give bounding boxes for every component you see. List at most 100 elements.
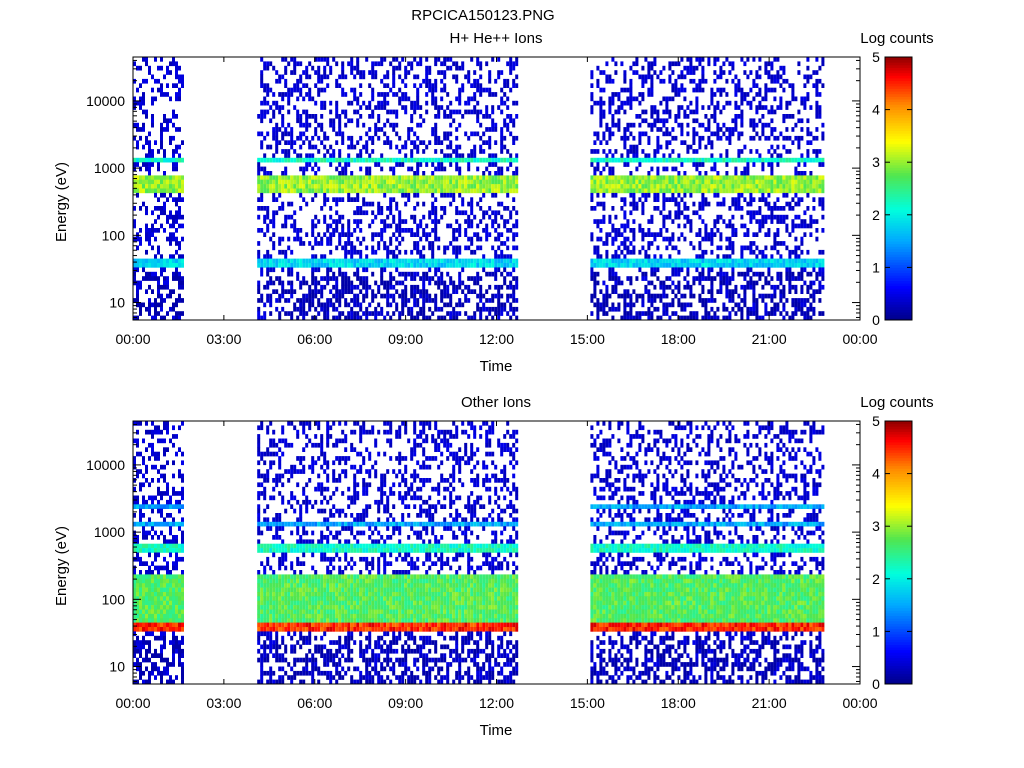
spectrogram-cell	[365, 254, 369, 259]
spectrogram-cell	[725, 179, 729, 185]
spectrogram-cell	[767, 206, 771, 211]
spectrogram-cell	[812, 206, 816, 211]
spectrogram-cell	[650, 263, 654, 268]
spectrogram-cell	[260, 114, 264, 119]
spectrogram-cell	[632, 232, 636, 237]
spectrogram-cell	[437, 140, 441, 145]
spectrogram-cell	[791, 263, 795, 268]
spectrogram-cell	[767, 267, 771, 273]
spectrogram-cell	[797, 197, 801, 202]
spectrogram-cell	[761, 284, 765, 290]
spectrogram-cell	[172, 223, 175, 229]
spectrogram-cell	[617, 105, 621, 110]
spectrogram-cell	[815, 175, 819, 181]
spectrogram-cell	[731, 78, 735, 84]
spectrogram-cell	[782, 263, 786, 268]
spectrogram-cell	[728, 276, 732, 281]
spectrogram-cell	[482, 267, 486, 273]
spectrogram-cell	[677, 192, 681, 198]
spectrogram-cell	[485, 175, 489, 181]
spectrogram-cell	[145, 258, 148, 264]
spectrogram-cell	[290, 188, 294, 194]
spectrogram-cell	[389, 87, 393, 93]
spectrogram-cell	[485, 298, 489, 303]
spectrogram-cell	[287, 157, 291, 163]
spectrogram-cell	[719, 175, 723, 181]
spectrogram-cell	[266, 188, 270, 194]
spectrogram-cell	[623, 258, 627, 264]
spectrogram-cell	[767, 201, 771, 207]
spectrogram-cell	[713, 166, 717, 172]
spectrogram-cell	[338, 131, 342, 137]
spectrogram-cell	[788, 276, 792, 281]
spectrogram-cell	[788, 263, 792, 268]
spectrogram-cell	[485, 166, 489, 172]
spectrogram-cell	[302, 258, 306, 264]
spectrogram-cell	[746, 179, 750, 185]
spectrogram-cell	[701, 162, 705, 167]
spectrogram-cell	[629, 302, 633, 308]
spectrogram-cell	[632, 206, 636, 211]
spectrogram-cell	[611, 171, 615, 176]
spectrogram-cell	[383, 122, 387, 128]
spectrogram-cell	[623, 140, 627, 145]
spectrogram-cell	[413, 245, 417, 251]
spectrogram-cell	[311, 263, 315, 268]
spectrogram-cell	[617, 293, 621, 299]
spectrogram-cell	[383, 179, 387, 185]
spectrogram-cell	[443, 70, 447, 75]
spectrogram-cell	[623, 228, 627, 233]
spectrogram-cell	[166, 311, 169, 316]
spectrogram-cell	[347, 302, 351, 308]
spectrogram-cell	[734, 87, 738, 93]
spectrogram-cell	[290, 258, 294, 264]
spectrogram-cell	[344, 315, 348, 321]
spectrogram-cell	[142, 122, 145, 128]
spectrogram-cell	[494, 219, 498, 224]
spectrogram-cell	[395, 206, 399, 211]
spectrogram-cell	[506, 78, 510, 84]
spectrogram-cell	[347, 144, 351, 150]
spectrogram-cell	[497, 284, 501, 290]
spectrogram-cell	[797, 175, 801, 181]
spectrogram-cell	[317, 78, 321, 84]
spectrogram-cell	[290, 249, 294, 255]
spectrogram-cell	[800, 284, 804, 290]
spectrogram-cell	[755, 210, 759, 216]
spectrogram-cell	[677, 284, 681, 290]
spectrogram-cell	[758, 263, 762, 268]
spectrogram-cell	[500, 201, 504, 207]
spectrogram-cell	[350, 311, 354, 316]
spectrogram-cell	[302, 122, 306, 128]
spectrogram-cell	[608, 188, 612, 194]
spectrogram-cell	[395, 254, 399, 259]
spectrogram-cell	[386, 109, 390, 115]
spectrogram-cell	[746, 311, 750, 316]
spectrogram-cell	[371, 65, 375, 71]
spectrogram-cell	[365, 144, 369, 150]
spectrogram-cell	[740, 179, 744, 185]
spectrogram-cell	[287, 214, 291, 220]
spectrogram-cell	[776, 57, 780, 62]
spectrogram-cell	[416, 157, 420, 163]
spectrogram-cell	[169, 192, 172, 198]
spectrogram-cell	[308, 153, 312, 159]
spectrogram-cell	[467, 70, 471, 75]
spectrogram-cell	[701, 175, 705, 181]
spectrogram-cell	[623, 302, 627, 308]
spectrogram-cell	[668, 197, 672, 202]
spectrogram-cell	[617, 96, 621, 102]
spectrogram-cell	[440, 157, 444, 163]
spectrogram-cell	[725, 184, 729, 189]
spectrogram-cell	[506, 157, 510, 163]
spectrogram-cell	[593, 276, 597, 281]
spectrogram-cell	[728, 70, 732, 75]
spectrogram-cell	[818, 109, 822, 115]
spectrogram-cell	[614, 271, 618, 277]
spectrogram-cell	[623, 197, 627, 202]
spectrogram-cell	[272, 232, 276, 237]
spectrogram-cell	[350, 289, 354, 294]
spectrogram-cell	[653, 153, 657, 159]
spectrogram-cell	[809, 175, 813, 181]
spectrogram-cell	[671, 245, 675, 251]
